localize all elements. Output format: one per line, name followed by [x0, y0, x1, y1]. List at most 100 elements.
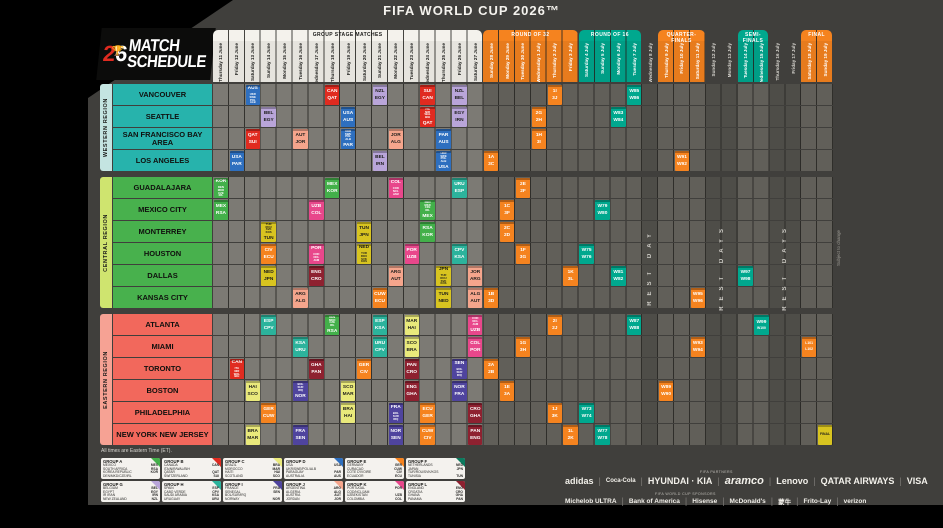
date-text: Wednesday 1 July — [536, 43, 542, 82]
knockout-match-cell: W79 W80 — [595, 199, 610, 220]
team-code: GER — [422, 414, 433, 419]
date-text: Friday 26 June — [456, 43, 462, 76]
legend-team-row: CANADA CAN — [164, 463, 219, 468]
legend-team-name: CROATIA — [408, 489, 423, 494]
legend-color-corner — [273, 481, 282, 490]
team-code: QAT — [422, 121, 433, 127]
team-code: GHA — [406, 392, 418, 397]
team-code: NZL — [454, 88, 465, 94]
schedule-row: BRA MAR FRA SEN NOR SEN CUW CIV PAN ENG 1L 2K W77 W78… — [213, 424, 833, 445]
team-code: TUN — [359, 225, 369, 231]
team-code: ESP — [454, 189, 465, 194]
cell-header-strip — [372, 336, 388, 339]
team-code: IRN — [375, 162, 385, 167]
date-column-label: Thursday 11 June — [213, 41, 229, 82]
legend-group-title: GROUP H — [164, 482, 184, 487]
cell-header-strip — [356, 358, 372, 361]
date-text: Friday 10 July — [679, 43, 685, 74]
city-label: VANCOUVER — [113, 84, 212, 105]
team-code: KOR — [422, 233, 433, 238]
team-code: BEL — [263, 110, 274, 116]
cell-header-strip — [452, 243, 467, 246]
group-match-cell: QAT SUI — [245, 128, 260, 149]
group-match-cell: NOR FRA — [452, 380, 467, 401]
date-column-label: Sunday 19 July — [817, 41, 833, 82]
legend-team-row: JAPAN JPN — [408, 467, 463, 472]
team-code: POR — [406, 247, 417, 253]
schedule-row: GER CUW BRA HAI FRA BOL SUR IRQ ECU GER CRO GHA 1J 3K… — [213, 402, 833, 423]
team-code: SEN — [454, 361, 465, 367]
team-code: COL — [390, 180, 401, 186]
group-match-cell: GER CIV — [356, 358, 372, 379]
legend-team-name: GHANA — [408, 493, 420, 498]
legend-color-corner — [395, 481, 404, 490]
legend-color-corner — [273, 458, 282, 467]
group-match-cell: HAI SCO — [245, 380, 260, 401]
stage-block-r32: ROUND OF 32 — [483, 30, 578, 82]
legend-group-title: GROUP E — [347, 459, 367, 464]
team-code: JOR — [390, 132, 401, 138]
team-code: 1H — [535, 132, 542, 138]
cell-header-strip — [372, 287, 388, 290]
knockout-match-cell: 2I 2J — [547, 314, 562, 335]
cell-header-strip — [452, 177, 467, 180]
cell-header-strip — [388, 402, 403, 405]
knockout-match-cell: W93 W94 — [690, 336, 706, 357]
group-match-cell: RSA KOR — [420, 221, 435, 242]
team-code: GHA — [310, 362, 322, 368]
team-code: W98 — [740, 277, 751, 282]
date-column-label: Saturday 27 June — [467, 41, 483, 82]
cell-header-strip — [388, 128, 403, 131]
team-code: ENG — [406, 384, 417, 390]
legend-team-row: IR IRAN IRN — [103, 494, 158, 498]
team-code: 3G — [519, 255, 527, 260]
cell-header-strip — [547, 84, 562, 87]
legend-team-code: SUI — [213, 473, 220, 478]
city-label: TORONTO — [113, 358, 212, 379]
team-code: SUI — [423, 88, 432, 94]
sponsor-separator: | — [684, 496, 688, 506]
legend-team-row: UZBEKISTAN UZB — [347, 494, 402, 498]
date-column-label: Thursday 25 June — [436, 41, 452, 82]
group-match-cell: NOR SEN — [388, 424, 403, 445]
date-text: Wednesday 17 June — [313, 43, 319, 82]
schedule-row: ESP CPV DEN MKD CZE IRL RSA ESP KSA MAR HAI COD NCL J… — [213, 314, 833, 335]
team-code: 1E — [504, 384, 511, 390]
knockout-match-cell: 1I 3J — [547, 84, 562, 105]
legend-team-code: ENG — [455, 486, 463, 490]
legend-team-name: IR IRAN — [103, 493, 116, 498]
team-code: 1B — [488, 291, 495, 297]
legend-group-box: GROUP K PORTUGAL POR COD/NCL/JAM UZBEKISTAN U… — [345, 481, 404, 502]
city-label: SAN FRANCISCO BAY AREA — [113, 128, 212, 149]
team-code: W74 — [581, 414, 592, 419]
sponsor-separator: | — [722, 496, 725, 506]
cell-header-strip — [468, 402, 483, 405]
legend-team-row: COD/NCL/JAM — [347, 490, 402, 495]
cell-header-strip — [293, 336, 308, 339]
team-code: COD NCL JAM — [472, 316, 479, 326]
cell-header-strip — [261, 221, 276, 224]
date-column-label: Monday 6 July — [610, 41, 626, 82]
legend-team-row: FRANCE FRA — [225, 486, 280, 491]
cell-header-strip — [563, 424, 578, 427]
knockout-match-cell: 1G 3H — [515, 336, 531, 357]
legend-group-box: GROUP F NETHERLANDS NED JAPAN JPN TUR/ROU/SVK… — [406, 458, 465, 479]
team-code: 2E — [520, 181, 526, 187]
cell-header-strip — [484, 150, 499, 153]
knockout-match-cell: 2E 2F — [515, 177, 531, 198]
cell-header-strip — [325, 314, 340, 317]
schedule-row: AUS UKR SWE POL ALB CAN QAT NZL EGY SUI CAN NZL BEL 1… — [213, 84, 833, 105]
group-match-cell: FRA SEN — [293, 424, 308, 445]
date-column-label: Tuesday 16 June — [292, 41, 308, 82]
legend-team-code: PAR — [334, 470, 341, 475]
team-code: 2K — [567, 436, 574, 441]
schedule-row: KSA URU URU CPV SCO BRA COL POR 1G 3H W93 W94 L101 L1… — [213, 336, 833, 357]
date-column-label: Sunday 12 July — [706, 41, 722, 82]
team-code: HAI — [407, 326, 416, 331]
cell-header-strip — [579, 402, 594, 405]
team-code: JPN — [263, 277, 274, 282]
cell-header-strip — [309, 243, 324, 246]
stage-block-group: GROUP STAGE MATCHES — [213, 30, 483, 82]
legend-group-box: GROUP J ARGENTINA ARG ALGERIA ALG AUSTRIA AUT J… — [284, 481, 343, 502]
legend-team-name: AUSTRIA — [286, 493, 301, 498]
